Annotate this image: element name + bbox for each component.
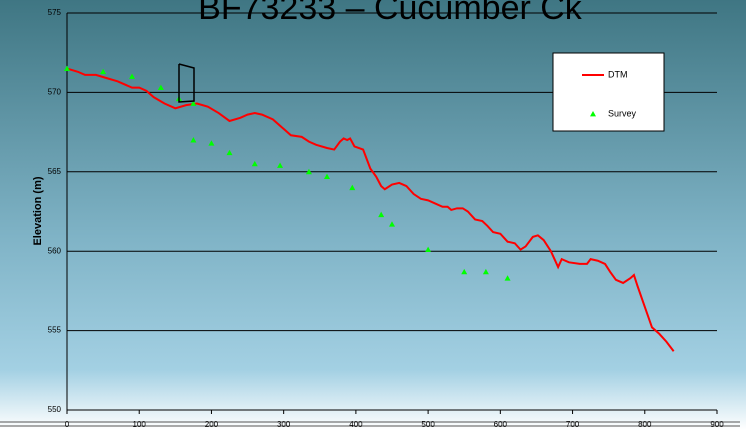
survey-point xyxy=(157,84,164,91)
survey-point xyxy=(349,184,356,191)
x-tick-label: 700 xyxy=(566,420,580,429)
survey-point xyxy=(324,173,330,179)
y-tick-label: 570 xyxy=(48,88,62,97)
x-tick-label: 200 xyxy=(205,420,219,429)
survey-point xyxy=(100,68,107,75)
survey-point xyxy=(129,73,135,79)
x-tick-label: 900 xyxy=(710,420,724,429)
legend-box xyxy=(552,52,665,132)
survey-point xyxy=(482,268,489,275)
x-tick-label: 800 xyxy=(638,420,652,429)
survey-point xyxy=(504,275,511,281)
survey-point xyxy=(64,65,70,71)
y-tick-label: 575 xyxy=(48,8,62,17)
dtm-line xyxy=(66,67,675,352)
survey-point xyxy=(226,149,233,156)
y-tick-label: 565 xyxy=(48,167,62,176)
survey-point xyxy=(389,221,395,227)
x-tick-label: 100 xyxy=(133,420,147,429)
survey-point xyxy=(190,100,197,106)
survey-point xyxy=(208,140,215,146)
y-tick-label: 560 xyxy=(48,246,62,255)
survey-point xyxy=(305,168,312,175)
x-tick-label: 0 xyxy=(65,420,70,429)
legend-marker xyxy=(590,111,596,117)
survey-point xyxy=(461,268,468,275)
survey-point xyxy=(425,246,432,253)
x-tick-label: 600 xyxy=(494,420,508,429)
y-axis-label: Elevation (m) xyxy=(32,176,44,245)
legend: DTM Survey xyxy=(552,52,665,132)
x-tick-label: 500 xyxy=(421,420,435,429)
y-tick-label: 555 xyxy=(48,326,62,335)
legend-label: Survey xyxy=(608,108,637,118)
survey-point xyxy=(190,137,197,143)
structure-outline xyxy=(178,63,195,103)
survey-point xyxy=(378,211,385,218)
x-tick-label: 400 xyxy=(349,420,363,429)
plot-area: 550 555 560 565 570 575 0 100 200 300 400 500 600 700… xyxy=(48,8,725,429)
legend-label: DTM xyxy=(608,69,628,79)
survey-point xyxy=(277,162,284,168)
y-tick-label: 550 xyxy=(48,405,62,414)
survey-point xyxy=(251,160,258,167)
x-tick-label: 300 xyxy=(277,420,291,429)
